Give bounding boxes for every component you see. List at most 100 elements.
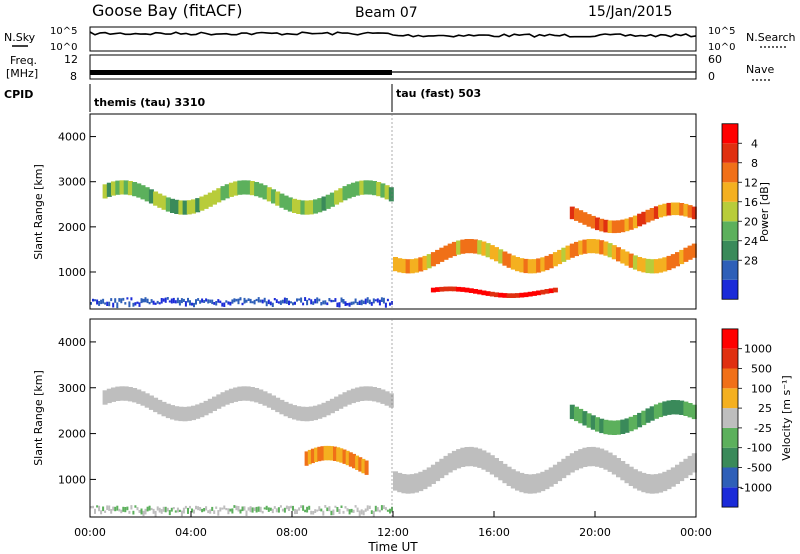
near-range-noise [108, 301, 111, 307]
echo-cell [127, 387, 133, 402]
echo-cell [548, 288, 554, 294]
echo-cell [670, 202, 676, 216]
echo-cell [611, 420, 617, 435]
echo-cell [439, 247, 445, 262]
echo-cell [468, 288, 474, 293]
near-range-noise [160, 509, 163, 514]
echo-cell [460, 239, 466, 254]
echo-cell [336, 447, 341, 462]
near-range-noise [162, 298, 165, 302]
near-range-noise [304, 297, 307, 301]
echo-cell [519, 258, 525, 273]
echo-cell [178, 406, 184, 422]
near-range-noise [294, 301, 296, 305]
near-range-noise [348, 302, 351, 307]
near-range-noise [288, 506, 290, 511]
near-range-noise [328, 298, 331, 302]
near-range-noise [249, 506, 252, 513]
echo-cell [510, 469, 516, 489]
echo-cell [191, 405, 196, 421]
echo-cell [372, 387, 377, 402]
echo-cell [310, 448, 315, 464]
near-range-noise [386, 509, 389, 512]
echo-cell [582, 239, 588, 254]
echo-cell [632, 415, 638, 430]
echo-cell [258, 389, 264, 404]
ytick-label: 4000 [58, 131, 86, 144]
near-range-noise [302, 505, 305, 511]
near-range-noise [340, 297, 343, 303]
echo-cell [683, 203, 689, 217]
near-range-noise [176, 297, 179, 304]
near-range-noise [215, 301, 218, 306]
echo-cell [144, 187, 150, 202]
echo-cell [165, 197, 171, 212]
near-range-noise [154, 302, 157, 305]
near-range-noise [233, 505, 236, 508]
near-range-noise [356, 507, 359, 513]
echo-cell [393, 471, 398, 491]
near-range-noise [166, 297, 169, 300]
near-range-noise [324, 300, 327, 305]
near-range-noise [364, 298, 367, 305]
near-range-noise [239, 509, 242, 514]
echo-cell [355, 387, 361, 402]
near-range-noise [158, 507, 161, 513]
near-range-noise [138, 302, 141, 307]
near-range-noise [338, 509, 341, 514]
echo-cell [473, 447, 478, 467]
echo-cell [119, 386, 125, 401]
xtick-label: 16:00 [478, 526, 510, 539]
near-range-noise [199, 300, 202, 304]
near-range-noise [318, 298, 321, 302]
near-range-noise [292, 505, 294, 511]
echo-cell [216, 394, 222, 409]
near-range-noise [201, 508, 204, 513]
near-range-noise [330, 510, 333, 516]
near-range-noise [346, 303, 349, 306]
near-range-noise [118, 508, 121, 512]
echo-cell [645, 258, 651, 274]
near-range-noise [265, 301, 268, 307]
echo-cell [498, 292, 504, 298]
echo-cell [658, 204, 664, 218]
echo-cell [342, 449, 347, 464]
echo-cell [364, 460, 369, 475]
near-range-noise [255, 506, 258, 513]
colorbar-tick-label: 500 [751, 363, 772, 376]
near-range-noise [197, 298, 200, 301]
echo-cell [132, 388, 138, 403]
echo-cell [691, 453, 697, 473]
echo-cell [308, 200, 314, 215]
colorbar-swatch [722, 328, 738, 349]
colorbar-tick-label: 20 [744, 215, 758, 228]
near-range-noise [98, 505, 101, 512]
echo-cell [262, 185, 268, 200]
echo-cell [388, 187, 394, 202]
echo-cell [418, 471, 424, 492]
near-range-noise [100, 510, 103, 515]
echo-cell [346, 184, 352, 199]
echo-cell [561, 458, 567, 479]
near-range-noise [389, 302, 391, 306]
echo-cell [481, 290, 487, 296]
echo-cell [106, 182, 112, 197]
near-range-noise [92, 298, 94, 302]
near-range-noise [285, 298, 288, 304]
echo-cell [422, 255, 428, 271]
echo-cell [590, 446, 596, 467]
echo-cell [292, 405, 297, 420]
echo-cell [388, 393, 394, 408]
echo-cell [460, 287, 466, 292]
near-range-noise [106, 505, 109, 510]
freq-label-top: Freq. [10, 54, 37, 67]
nsky-label: N.Sky [4, 31, 36, 44]
ytick-label: 3000 [58, 176, 86, 189]
near-range-noise [360, 299, 363, 306]
ytick-label: 2000 [58, 428, 86, 441]
echo-cell [203, 194, 209, 209]
echo-cell [195, 404, 201, 419]
echo-cell [569, 243, 575, 258]
near-range-noise [382, 297, 385, 304]
echo-cell [237, 386, 243, 401]
